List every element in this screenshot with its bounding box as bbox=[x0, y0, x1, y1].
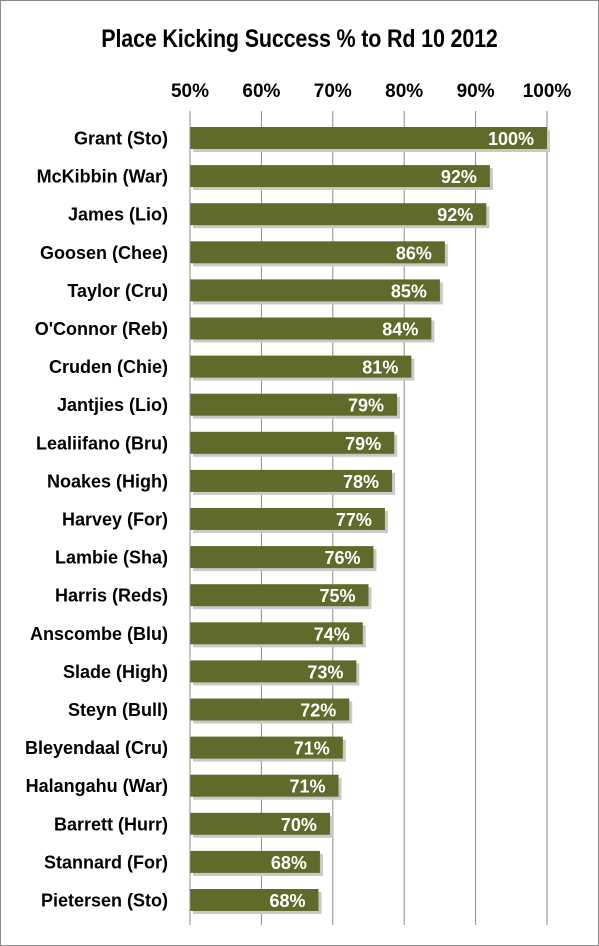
data-label: 79% bbox=[345, 434, 381, 454]
x-tick-label: 70% bbox=[314, 81, 352, 102]
data-label: 79% bbox=[348, 396, 384, 416]
bar bbox=[190, 508, 385, 530]
bar bbox=[190, 355, 412, 378]
category-label: Grant (Sto) bbox=[74, 129, 168, 149]
category-label: Lambie (Sha) bbox=[55, 548, 168, 568]
bar bbox=[190, 127, 547, 149]
category-label: McKibbin (War) bbox=[37, 167, 168, 187]
bar bbox=[190, 431, 395, 454]
chart-title: Place Kicking Success % to Rd 10 2012 bbox=[101, 25, 498, 53]
data-label: 100% bbox=[488, 129, 534, 149]
bar bbox=[190, 584, 369, 607]
category-label: Stannard (For) bbox=[44, 852, 168, 872]
category-label: Anscombe (Blu) bbox=[30, 624, 168, 644]
data-label: 85% bbox=[391, 281, 427, 301]
category-label: Cruden (Chie) bbox=[49, 357, 168, 377]
bar bbox=[190, 546, 374, 569]
data-label: 73% bbox=[307, 662, 343, 682]
data-label: 71% bbox=[289, 777, 325, 797]
category-label: Taylor (Cru) bbox=[67, 281, 168, 301]
data-label: 86% bbox=[396, 243, 432, 263]
category-label: Slade (High) bbox=[63, 662, 168, 682]
x-tick-label: 50% bbox=[171, 81, 209, 102]
category-label: Harvey (For) bbox=[62, 510, 168, 530]
bar bbox=[190, 889, 319, 911]
bar bbox=[190, 241, 445, 264]
data-label: 76% bbox=[324, 548, 360, 568]
data-label: 68% bbox=[269, 891, 305, 911]
bar bbox=[190, 317, 432, 340]
category-label: Steyn (Bull) bbox=[68, 700, 168, 720]
category-label: Halangahu (War) bbox=[26, 776, 168, 796]
category-label: Noakes (High) bbox=[47, 471, 168, 491]
bar bbox=[190, 736, 343, 759]
x-tick-label: 90% bbox=[457, 81, 495, 102]
category-label: James (Lio) bbox=[68, 205, 168, 225]
bar bbox=[190, 203, 487, 226]
data-label: 84% bbox=[382, 320, 418, 340]
data-label: 92% bbox=[437, 205, 473, 225]
bar bbox=[190, 774, 339, 797]
data-label: 68% bbox=[271, 853, 307, 873]
bar bbox=[190, 279, 440, 302]
data-label: 92% bbox=[441, 167, 477, 187]
bar bbox=[190, 165, 490, 188]
category-label: O'Connor (Reb) bbox=[35, 319, 168, 339]
bar bbox=[190, 469, 393, 492]
data-label: 72% bbox=[300, 701, 336, 721]
x-tick-label: 60% bbox=[242, 81, 280, 102]
category-label: Goosen (Chee) bbox=[40, 243, 168, 263]
category-label: Jantjies (Lio) bbox=[57, 395, 168, 415]
bar bbox=[190, 698, 350, 721]
category-label: Lealiifano (Bru) bbox=[36, 433, 168, 453]
data-label: 70% bbox=[281, 815, 317, 835]
data-label: 77% bbox=[336, 510, 372, 530]
x-tick-label: 80% bbox=[385, 81, 423, 102]
bar bbox=[190, 660, 357, 683]
data-label: 75% bbox=[319, 586, 355, 606]
category-label: Harris (Reds) bbox=[55, 586, 168, 606]
bar bbox=[190, 393, 398, 416]
data-label: 74% bbox=[314, 624, 350, 644]
data-label: 81% bbox=[362, 358, 398, 378]
category-label: Barrett (Hurr) bbox=[54, 814, 168, 834]
data-label: 71% bbox=[294, 739, 330, 759]
bar bbox=[190, 850, 320, 873]
category-label: Pietersen (Sto) bbox=[41, 891, 168, 911]
category-label: Bleyendaal (Cru) bbox=[25, 738, 168, 758]
data-label: 78% bbox=[343, 472, 379, 492]
bar bbox=[190, 622, 363, 645]
x-tick-label: 100% bbox=[523, 81, 572, 102]
bar bbox=[190, 812, 330, 835]
